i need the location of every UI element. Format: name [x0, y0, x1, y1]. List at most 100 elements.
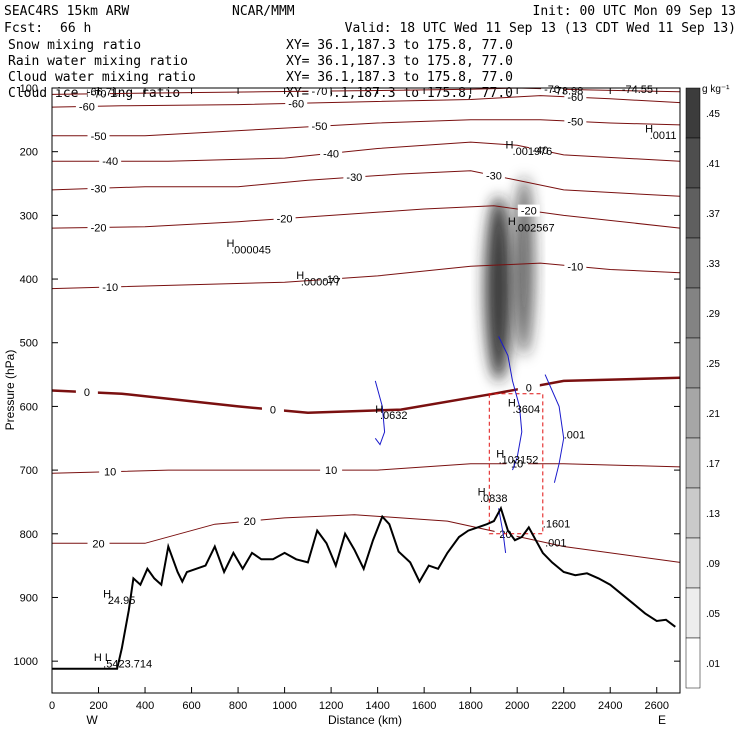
- contour-label-bg: [506, 457, 529, 470]
- field-extremum-label: .001976: [513, 146, 553, 158]
- contour-label-bg: [517, 204, 540, 217]
- x-tick-label: 1400: [365, 700, 389, 712]
- contour-label-bg: [75, 100, 98, 113]
- colorbar-label: .33: [706, 259, 720, 270]
- y-tick-label: 500: [20, 338, 38, 350]
- contour-label-bg: [320, 147, 343, 160]
- x-tick-label: 2400: [598, 700, 622, 712]
- field-extremum-label: .001: [564, 429, 585, 441]
- temperature-contour: [51, 95, 681, 108]
- temperature-contour-label: -50: [567, 116, 583, 128]
- plot-frame: [51, 87, 681, 694]
- temperature-contour: [51, 262, 681, 290]
- y-tick-label: 900: [20, 592, 38, 604]
- temperature-contour-label: 10: [104, 467, 116, 479]
- colorbar-segment: [685, 187, 701, 239]
- colorbar-segment: [685, 387, 701, 439]
- fcst-label: Fcst:: [4, 21, 43, 36]
- temperature-contour-label: 0: [526, 382, 532, 394]
- x-tick-label: 800: [229, 700, 247, 712]
- contour-label-bg: [541, 82, 564, 95]
- fcst-value: 66 h: [60, 21, 91, 36]
- y-tick-label: 400: [20, 274, 38, 286]
- contour-label-bg: [308, 120, 331, 133]
- temperature-contour: [51, 170, 681, 197]
- field-name: Rain water mixing ratio: [8, 54, 188, 69]
- x-tick-label: 1000: [272, 700, 296, 712]
- temperature-contour-label: 10: [511, 459, 523, 471]
- field-extremum-label: .0632: [380, 410, 408, 422]
- east-endpoint-label: E: [658, 713, 666, 727]
- cloud-water-contour: [498, 508, 507, 553]
- field-name: Snow mixing ratio: [8, 38, 141, 53]
- colorbar-label: .41: [706, 159, 720, 170]
- temperature-contour-label: -70: [544, 84, 560, 96]
- temperature-contour-label: -20: [521, 206, 537, 218]
- contour-label-bg: [517, 381, 540, 394]
- model-title: SEAC4RS 15km ARW: [4, 4, 129, 19]
- colorbar-label: .37: [706, 209, 720, 220]
- west-endpoint-label: W: [86, 713, 98, 727]
- field-extremum-label: H: [478, 487, 486, 499]
- cloud-water-contour: [498, 336, 523, 471]
- field-extremum-label: .0011: [650, 130, 677, 142]
- contour-label-bg: [273, 212, 296, 225]
- x-tick-label: 2200: [551, 700, 575, 712]
- field-extremum-label: -74.55: [622, 84, 653, 96]
- init-time: Init: 00 UTC Mon 09 Sep 13: [533, 4, 737, 19]
- temperature-contour: [51, 376, 681, 415]
- field-extremum-label: .000077: [301, 276, 341, 288]
- field-extremum-label: H: [496, 448, 504, 460]
- temperature-contour-label: -20: [91, 222, 107, 234]
- field-extremum-label: H: [508, 397, 516, 409]
- field-name: Cloud water mixing ratio: [8, 70, 196, 85]
- x-axis-label: Distance (km): [328, 713, 402, 727]
- colorbar-segment: [685, 237, 701, 289]
- field-extremum-label: H: [375, 404, 383, 416]
- contour-label-bg: [87, 129, 110, 142]
- temperature-contour-label: -30: [486, 171, 502, 183]
- temperature-contour-label: -70: [312, 86, 328, 98]
- contour-label-bg: [564, 115, 587, 128]
- x-tick-label: 2600: [644, 700, 668, 712]
- temperature-contour: [51, 463, 681, 474]
- y-tick-label: 100: [20, 83, 38, 95]
- y-tick-label: 300: [20, 210, 38, 222]
- field-extremum-label: .000045: [231, 245, 271, 257]
- contour-label-bg: [564, 260, 587, 273]
- colorbar-segment: [685, 87, 701, 139]
- x-tick-label: 400: [136, 700, 154, 712]
- colorbar-segment: [685, 137, 701, 189]
- temperature-contour-label: 0: [84, 387, 90, 399]
- colorbar-label: .17: [706, 459, 720, 470]
- temperature-contour-label: -30: [346, 172, 362, 184]
- colorbar-label: .25: [706, 359, 720, 370]
- field-xy: XY= 36.1,187.3 to 175.8, 77.0: [286, 38, 513, 53]
- field-extremum-label: H: [506, 140, 514, 152]
- temperature-contour-label: -10: [323, 274, 339, 286]
- field-extremum-label: H: [296, 270, 304, 282]
- contour-label-bg: [320, 464, 343, 477]
- y-tick-label: 200: [20, 147, 38, 159]
- temperature-contour-label: -40: [532, 145, 548, 157]
- field-extremum-label: H: [508, 216, 516, 228]
- snow-shading: [484, 196, 513, 381]
- temperature-contour-label: 20: [244, 516, 256, 528]
- contour-label-bg: [99, 465, 122, 478]
- temperature-contour: [52, 141, 681, 162]
- colorbar-segment: [685, 337, 701, 389]
- colorbar-unit: g kg⁻¹: [702, 84, 730, 95]
- temperature-contour-label: -50: [312, 121, 328, 133]
- colorbar-label: .09: [706, 559, 720, 570]
- field-extremum-label: .1601: [543, 518, 571, 530]
- temperature-contour-label: 20: [92, 538, 104, 550]
- field-extremum-label: H: [645, 124, 653, 136]
- field-extremum-label: 24.95: [108, 595, 136, 607]
- contour-label-bg: [87, 182, 110, 195]
- field-extremum-label: .001: [545, 538, 566, 550]
- temperature-contour-label: -10: [567, 261, 583, 273]
- contour-label-bg: [87, 221, 110, 234]
- org-label: NCAR/MMM: [232, 4, 295, 19]
- colorbar-label: .13: [706, 509, 720, 520]
- field-xy: XY= 36.1,187.3 to 175.8, 77.0: [286, 54, 513, 69]
